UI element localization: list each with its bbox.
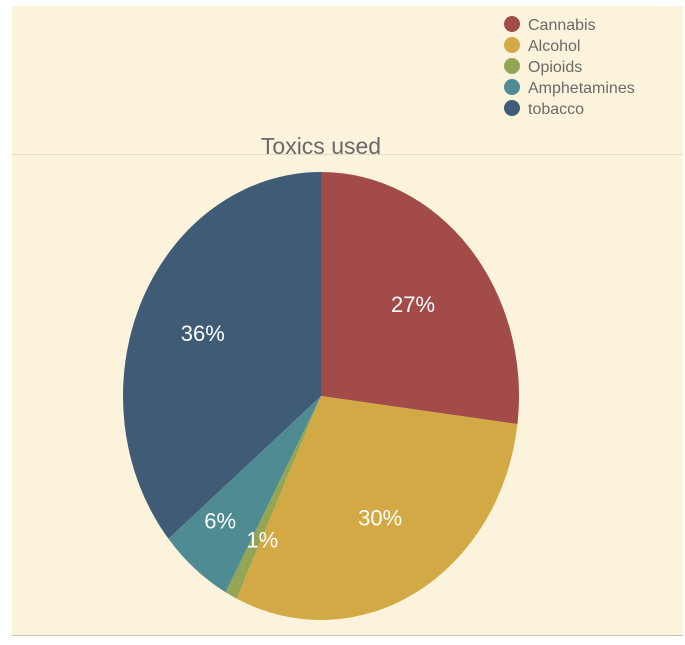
legend-label-tobacco: tobacco: [528, 101, 584, 118]
legend-marker-alcohol: [504, 37, 520, 53]
legend-label-opioids: Opioids: [528, 59, 582, 76]
legend-marker-opioids: [504, 58, 520, 74]
legend-label-cannabis: Cannabis: [528, 17, 596, 34]
slice-label-tobacco: 36%: [181, 321, 225, 346]
pie-slice-alcohol: [236, 396, 518, 621]
pie-slice-cannabis: [321, 172, 519, 425]
header-divider: [12, 154, 683, 155]
pie-slice-tobacco: [123, 172, 321, 539]
slice-label-alcohol: 30%: [358, 506, 402, 531]
slice-label-amphetamines: 6%: [204, 508, 236, 533]
legend: Cannabis Alcohol Opioids Amphetamines tobacc…: [504, 16, 635, 118]
bottom-rule: [12, 635, 683, 636]
chart-title: Toxics used: [261, 133, 381, 159]
legend-marker-cannabis: [504, 16, 520, 32]
chart-slide: 27% 30% 1% 6% 36% Toxics used Cannabis Alcoho…: [12, 6, 683, 636]
legend-label-amphetamines: Amphetamines: [528, 80, 635, 97]
legend-label-alcohol: Alcohol: [528, 38, 580, 55]
legend-marker-tobacco: [504, 100, 520, 116]
slice-label-opioids: 1%: [246, 528, 278, 553]
pie-slice-amphetamines: [168, 396, 321, 593]
slice-labels: 27% 30% 1% 6% 36%: [181, 292, 435, 553]
pie-chart: 27% 30% 1% 6% 36% Toxics used Cannabis Alcoho…: [123, 16, 635, 621]
legend-marker-amphetamines: [504, 79, 520, 95]
pie-slice-opioids: [225, 396, 321, 599]
pie-slices: [123, 172, 519, 621]
slice-label-cannabis: 27%: [391, 292, 435, 317]
